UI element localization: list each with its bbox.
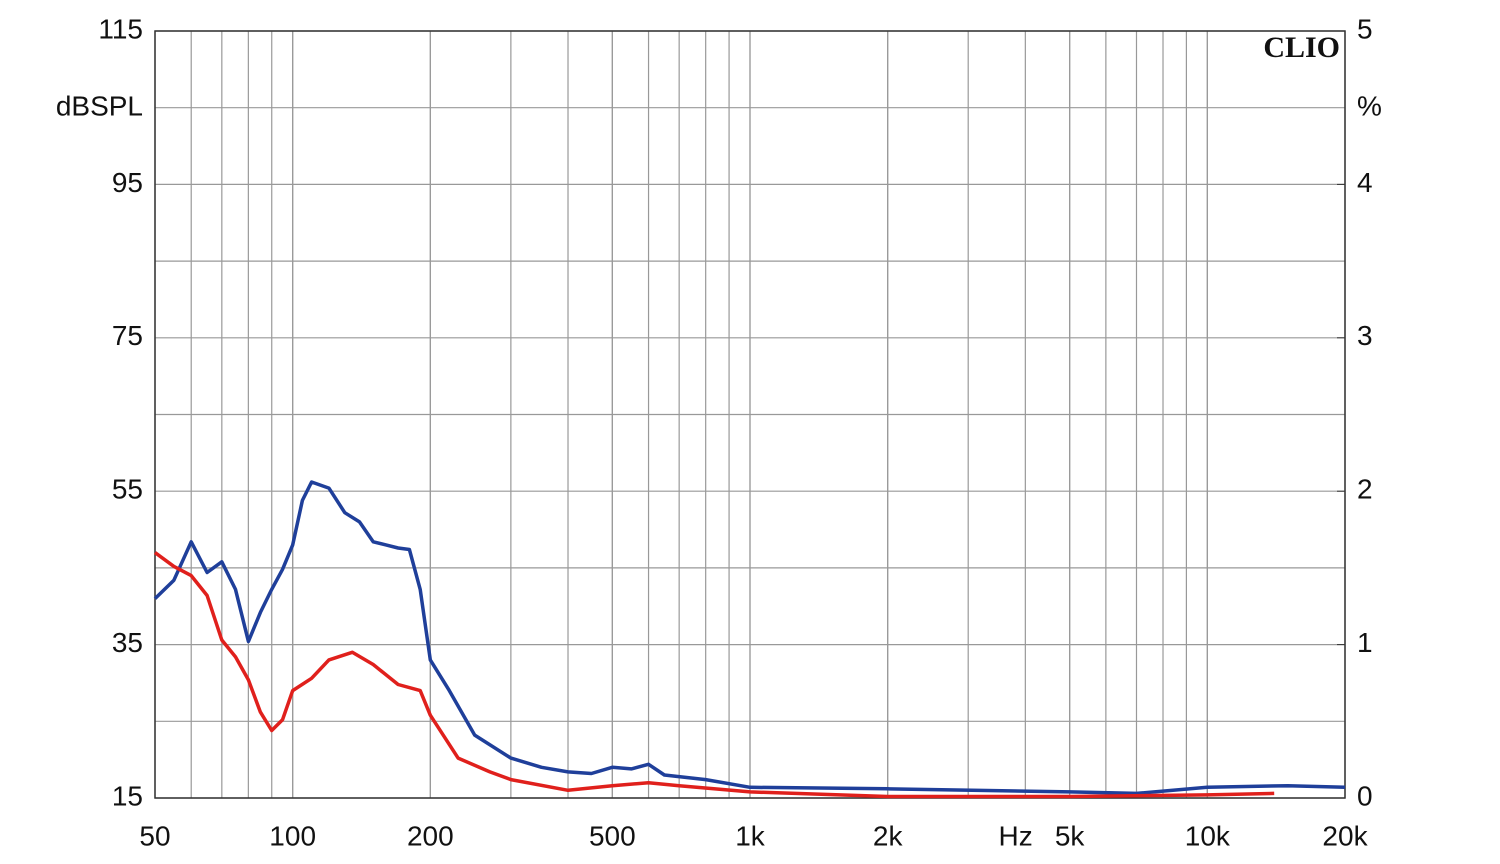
plot-frame bbox=[154, 30, 1346, 799]
y2-tick-label: 1 bbox=[1357, 627, 1373, 658]
y-tick-label: 35 bbox=[112, 627, 143, 658]
y-tick-label: 55 bbox=[112, 474, 143, 505]
x-tick-label: 1k bbox=[735, 820, 766, 851]
x-tick-label: 50 bbox=[139, 820, 170, 851]
x-tick-label: 5k bbox=[1055, 820, 1086, 851]
x-tick-label: 200 bbox=[407, 820, 454, 851]
y2-tick-label: 2 bbox=[1357, 474, 1373, 505]
y2-tick-label: 3 bbox=[1357, 320, 1373, 351]
y2-tick-label: 5 bbox=[1357, 13, 1373, 44]
y2-axis-label: % bbox=[1357, 90, 1382, 121]
x-tick-label: 2k bbox=[873, 820, 904, 851]
y2-tick-label: 0 bbox=[1357, 780, 1373, 811]
y-tick-label: 115 bbox=[98, 13, 143, 44]
y2-tick-label: 4 bbox=[1357, 167, 1373, 198]
x-axis-label: Hz bbox=[999, 820, 1033, 851]
x-tick-label: 500 bbox=[589, 820, 636, 851]
y-tick-label: 95 bbox=[112, 167, 143, 198]
line-series bbox=[153, 480, 1346, 796]
x-tick-label: 100 bbox=[269, 820, 316, 851]
x-tick-label: 20k bbox=[1322, 820, 1368, 851]
watermark: CLIO bbox=[1263, 31, 1340, 64]
y-tick-label: 15 bbox=[112, 780, 143, 811]
line-series bbox=[153, 551, 1275, 799]
x-tick-label: 10k bbox=[1185, 820, 1231, 851]
y-axis-label: dBSPL bbox=[56, 90, 143, 121]
y-tick-label: 75 bbox=[112, 320, 143, 351]
